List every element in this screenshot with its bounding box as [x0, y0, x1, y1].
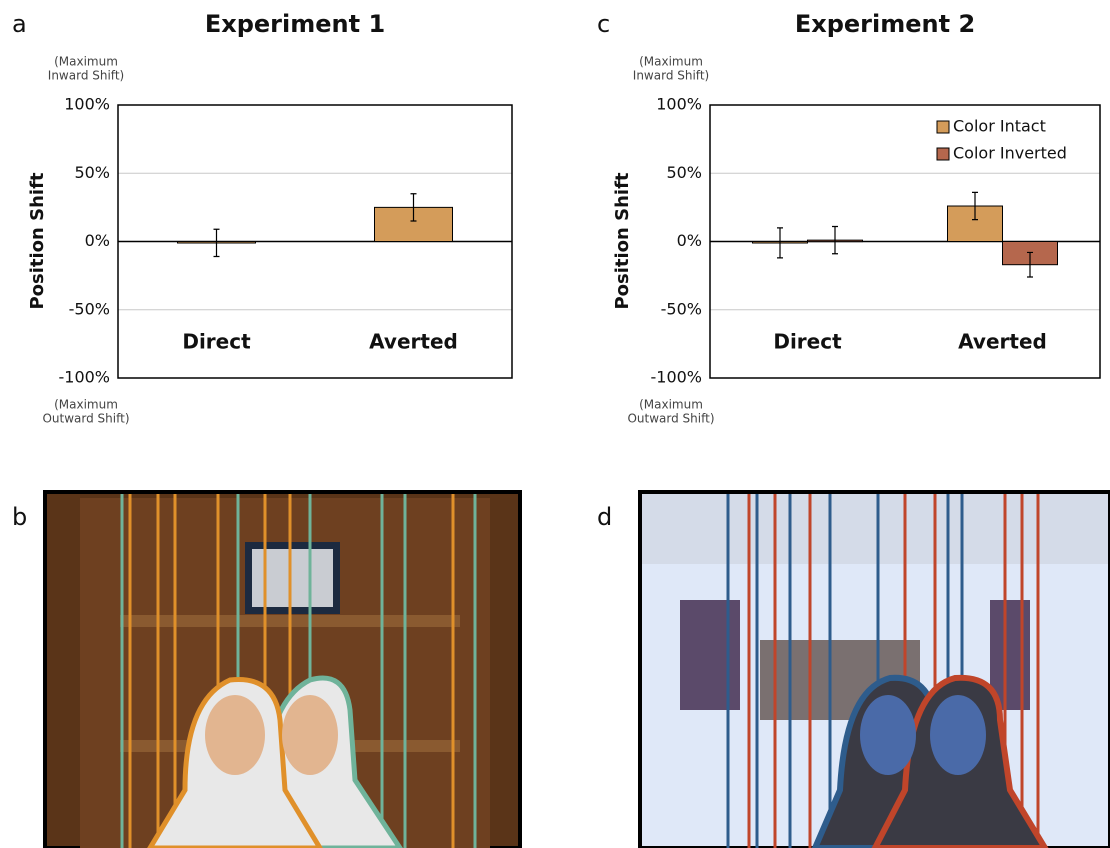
- y-note: (Maximum: [639, 55, 703, 69]
- panel-label: a: [12, 10, 27, 38]
- legend-label: Color Intact: [953, 117, 1046, 136]
- x-tick-label: Direct: [182, 330, 251, 354]
- y-axis-title: Position Shift: [27, 172, 48, 309]
- legend-swatch: [937, 121, 949, 133]
- y-tick-label: 50%: [666, 163, 702, 182]
- chart-title: Experiment 1: [205, 10, 385, 38]
- x-tick-label: Averted: [369, 330, 458, 354]
- y-axis-title: Position Shift: [612, 172, 633, 309]
- y-note: (Maximum: [639, 398, 703, 412]
- photo-b: [45, 492, 520, 848]
- x-tick-label: Direct: [773, 330, 842, 354]
- y-tick-label: 50%: [74, 163, 110, 182]
- chart-title: Experiment 2: [795, 10, 975, 38]
- y-note: (Maximum: [54, 55, 118, 69]
- y-note: Inward Shift): [633, 69, 709, 83]
- panel-label: b: [12, 503, 27, 531]
- photo-d: [640, 492, 1110, 848]
- y-tick-label: 100%: [64, 95, 110, 114]
- legend-label: Color Inverted: [953, 144, 1067, 163]
- panel-label: d: [597, 503, 612, 531]
- y-tick-label: 0%: [677, 231, 702, 250]
- x-tick-label: Averted: [958, 330, 1047, 354]
- panel-label: c: [597, 10, 610, 38]
- y-tick-label: -100%: [650, 368, 702, 387]
- y-note: (Maximum: [54, 398, 118, 412]
- figure: b d aExperiment 1Position Shift(MaximumI…: [0, 0, 1110, 848]
- y-tick-label: 0%: [85, 231, 110, 250]
- y-tick-label: -50%: [661, 299, 702, 318]
- y-note: Inward Shift): [48, 69, 124, 83]
- y-tick-label: 100%: [656, 95, 702, 114]
- y-note: Outward Shift): [42, 412, 129, 426]
- y-tick-label: -100%: [58, 368, 110, 387]
- y-note: Outward Shift): [627, 412, 714, 426]
- y-tick-label: -50%: [69, 299, 110, 318]
- legend-swatch: [937, 148, 949, 160]
